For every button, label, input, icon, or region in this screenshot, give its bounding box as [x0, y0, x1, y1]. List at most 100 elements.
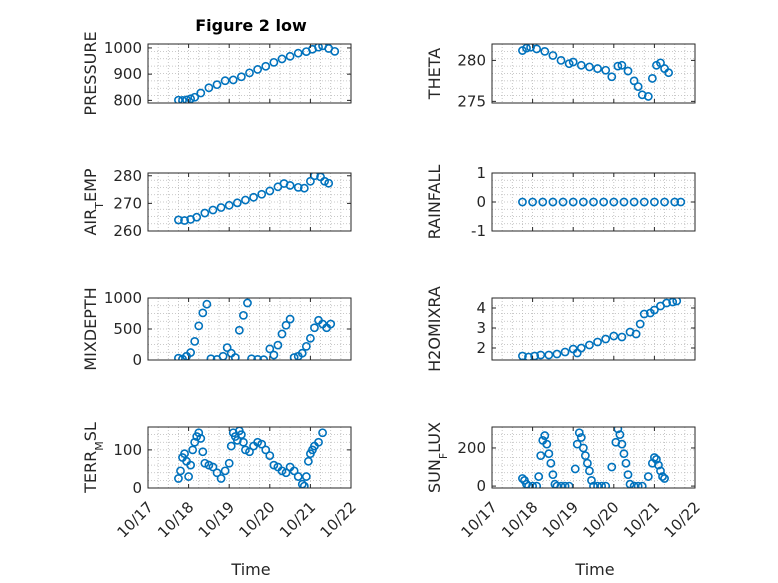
data-point	[621, 458, 631, 468]
data-point	[617, 439, 627, 449]
data-point	[301, 472, 311, 481]
data-point	[593, 64, 602, 73]
y-tick-label: 270	[113, 194, 142, 212]
data-point	[200, 208, 210, 218]
y-tick-label: 500	[113, 320, 142, 338]
data-point	[206, 354, 216, 360]
data-point	[194, 428, 204, 438]
data-point	[190, 437, 200, 447]
x-tick-label: 10/22	[661, 498, 704, 541]
data-point	[576, 343, 586, 353]
data-point	[552, 481, 562, 488]
series	[174, 173, 334, 225]
data-point	[548, 470, 558, 480]
subplot-3: 260 270 280 AIRTEMP	[81, 167, 352, 240]
data-point	[656, 466, 665, 476]
data-point	[658, 472, 667, 481]
data-point	[601, 65, 611, 75]
data-point	[534, 472, 544, 481]
data-point	[236, 72, 246, 82]
data-point	[580, 451, 590, 460]
data-point	[198, 308, 208, 318]
data-point	[619, 197, 629, 207]
data-point	[297, 348, 307, 358]
chart-title: Figure 2 low	[195, 16, 307, 35]
data-point	[289, 466, 299, 476]
y-axis-label: TERRMSL	[81, 422, 106, 494]
data-point	[241, 195, 250, 205]
data-point	[299, 183, 309, 193]
data-point	[546, 458, 556, 468]
data-point	[623, 470, 633, 480]
data-point	[265, 451, 275, 460]
data-point	[180, 216, 189, 225]
data-point	[574, 428, 584, 438]
y-tick-label: 275	[457, 92, 486, 110]
data-point	[639, 197, 649, 207]
y-tick-label: 900	[113, 65, 142, 83]
series	[174, 427, 327, 488]
data-point	[623, 66, 633, 76]
data-point	[196, 434, 206, 443]
subplot-4: -1 0 1 RAINFALL	[425, 164, 696, 240]
y-tick-label: 3	[476, 319, 486, 337]
data-point	[318, 428, 327, 438]
data-point	[245, 447, 254, 457]
data-point	[589, 197, 598, 207]
data-point	[314, 437, 323, 447]
data-point	[609, 197, 619, 207]
data-point	[650, 453, 659, 462]
data-point	[619, 449, 629, 459]
data-point	[186, 348, 196, 357]
data-point	[234, 325, 244, 335]
data-point	[564, 59, 574, 69]
data-point	[314, 44, 323, 52]
data-point	[593, 481, 602, 488]
data-point	[654, 460, 663, 470]
data-point	[192, 212, 202, 222]
data-point	[670, 197, 680, 207]
data-point	[261, 61, 271, 71]
data-point	[560, 347, 570, 357]
y-tick-label: 2	[476, 339, 486, 357]
x-axis-label-right: Time	[574, 560, 614, 579]
data-point	[656, 58, 665, 68]
series	[518, 197, 686, 207]
data-point	[194, 321, 204, 331]
data-point	[208, 462, 218, 472]
y-axis-label: AIRTEMP	[81, 168, 106, 235]
data-point	[672, 298, 682, 306]
y-axis-label: PRESSURE	[81, 31, 100, 115]
data-point	[676, 197, 686, 207]
data-point	[558, 197, 568, 207]
data-point	[310, 323, 319, 333]
data-point	[635, 319, 645, 329]
data-point	[660, 474, 669, 483]
data-point	[204, 83, 214, 93]
data-point	[212, 468, 222, 478]
data-point	[212, 80, 222, 90]
x-tick-label: 10/17	[458, 498, 501, 541]
y-tick-label: 800	[113, 91, 142, 109]
data-point	[198, 447, 208, 457]
data-point	[236, 430, 246, 440]
data-point	[617, 332, 627, 342]
data-point	[637, 481, 647, 488]
data-point	[629, 76, 639, 86]
subplot-7: 0 100 TERRMSL 10/1710/1810/1910/2010/2110/2…	[81, 422, 360, 541]
data-point	[305, 333, 315, 343]
series	[174, 298, 336, 360]
axes-box	[491, 43, 696, 104]
data-point	[196, 88, 206, 98]
y-tick-label: 280	[457, 51, 486, 69]
data-point	[528, 197, 537, 207]
data-point	[615, 430, 625, 440]
data-point	[643, 472, 653, 481]
data-point	[650, 305, 659, 315]
data-point	[540, 46, 550, 56]
data-point	[607, 462, 617, 472]
data-point	[180, 449, 189, 459]
x-tick-label: 10/19	[195, 498, 238, 541]
y-tick-label: 0	[132, 351, 142, 369]
